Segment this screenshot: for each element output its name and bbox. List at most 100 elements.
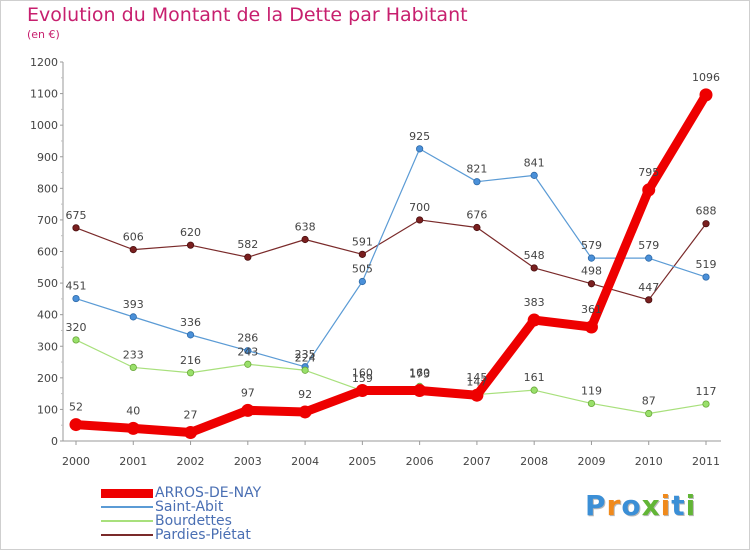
series-1-point (645, 254, 653, 262)
logo-letter: i (660, 489, 672, 522)
series-0-data-label: 97 (241, 386, 255, 399)
series-3-data-label: 498 (581, 265, 602, 278)
series-0-point (642, 183, 656, 197)
series-2-data-label: 216 (180, 354, 201, 367)
legend-swatch (101, 506, 153, 508)
series-3-point (358, 250, 366, 258)
series-2-point (129, 363, 137, 372)
y-tick-label: 900 (37, 151, 58, 164)
y-tick-label: 1200 (30, 56, 58, 69)
logo-letter: r (606, 489, 622, 522)
y-tick-label: 400 (37, 309, 58, 322)
series-2-data-label: 117 (696, 385, 717, 398)
series-3-point (129, 246, 137, 254)
x-tick-label: 2005 (348, 455, 376, 468)
logo-letter: i (685, 489, 697, 522)
series-1-data-label: 841 (524, 156, 545, 169)
series-1-point (587, 254, 596, 262)
x-tick-label: 2000 (62, 455, 90, 468)
series-1-point (358, 277, 366, 286)
series-3-data-label: 638 (295, 220, 316, 233)
series-line-0 (71, 90, 711, 437)
series-3-point (416, 216, 424, 224)
series-1-data-label: 519 (696, 258, 717, 271)
series-1-point (416, 145, 424, 153)
y-tick-label: 500 (37, 277, 58, 290)
series-3-data-label: 620 (180, 226, 201, 239)
series-0-data-label: 795 (638, 166, 659, 179)
series-1-data-label: 336 (180, 316, 201, 329)
series-0-point (527, 313, 541, 327)
series-1-point (244, 347, 252, 355)
legend-label: Pardies-Piétat (155, 527, 251, 543)
x-tick-label: 2004 (291, 455, 319, 468)
y-tick-label: 300 (37, 340, 58, 353)
series-0-data-label: 92 (298, 388, 312, 401)
series-3-data-label: 606 (123, 231, 144, 244)
series-line-2 (75, 339, 707, 415)
series-0-data-label: 52 (69, 401, 83, 414)
series-2-point (301, 366, 309, 374)
series-3-data-label: 675 (66, 209, 87, 222)
x-tick-label: 2002 (177, 455, 205, 468)
x-tick-label: 2011 (692, 455, 720, 468)
series-2-data-label: 243 (237, 345, 258, 358)
logo-letter: P (585, 489, 607, 522)
series-1-data-label: 393 (123, 298, 144, 311)
series-2-point (186, 369, 195, 377)
series-2-data-label: 159 (352, 372, 373, 385)
series-2-point (530, 386, 538, 394)
series-2-point (244, 360, 252, 368)
y-tick-label: 600 (37, 246, 58, 259)
series-3-data-label: 688 (696, 205, 717, 218)
series-3-point (473, 223, 481, 232)
chart-title: Evolution du Montant de la Dette par Hab… (27, 4, 468, 26)
series-0-data-label: 383 (524, 296, 545, 309)
series-1-point (72, 294, 80, 303)
series-2-point (702, 400, 710, 408)
series-0-data-label: 27 (184, 408, 198, 421)
y-tick-label: 1000 (30, 119, 58, 132)
series-1-data-label: 235 (295, 348, 316, 361)
series-1-data-label: 286 (237, 332, 258, 345)
series-0-data-label: 1096 (692, 71, 720, 84)
series-0-data-label: 145 (466, 371, 487, 384)
logo-letter: x (641, 489, 661, 522)
series-line-3 (75, 219, 707, 301)
proxiti-logo: Proxiti (585, 489, 696, 522)
series-1-point (530, 171, 538, 179)
series-2-data-label: 233 (123, 348, 144, 361)
series-3-point (72, 224, 80, 232)
series-0-data-label: 160 (409, 366, 430, 379)
series-0-point (69, 418, 83, 432)
series-0-data-label: 361 (581, 303, 602, 316)
series-1-point (129, 313, 137, 321)
series-1-point (186, 331, 195, 339)
series-2-point (645, 409, 653, 418)
series-0-point (584, 320, 598, 334)
series-3-point (645, 296, 653, 304)
series-0-point (699, 88, 713, 102)
series-3-point (186, 241, 195, 249)
logo-letter: t (671, 489, 686, 522)
series-2-data-label: 320 (66, 321, 87, 334)
y-tick-label: 0 (51, 435, 58, 448)
series-1-data-label: 579 (638, 239, 659, 252)
x-tick-label: 2003 (234, 455, 262, 468)
x-tick-label: 2006 (406, 455, 434, 468)
y-tick-label: 100 (37, 403, 58, 416)
x-tick-label: 2010 (635, 455, 663, 468)
legend-label: Bourdettes (155, 513, 232, 529)
logo-letter: o (621, 489, 642, 522)
series-0-data-label: 160 (352, 366, 373, 379)
series-3-data-label: 700 (409, 201, 430, 214)
series-3-point (301, 235, 309, 244)
series-3-point (702, 220, 710, 228)
series-3-point (587, 280, 596, 288)
legend-swatch (101, 520, 153, 522)
series-1-data-label: 579 (581, 239, 602, 252)
y-tick-label: 800 (37, 182, 58, 195)
y-tick-label: 1100 (30, 88, 58, 101)
